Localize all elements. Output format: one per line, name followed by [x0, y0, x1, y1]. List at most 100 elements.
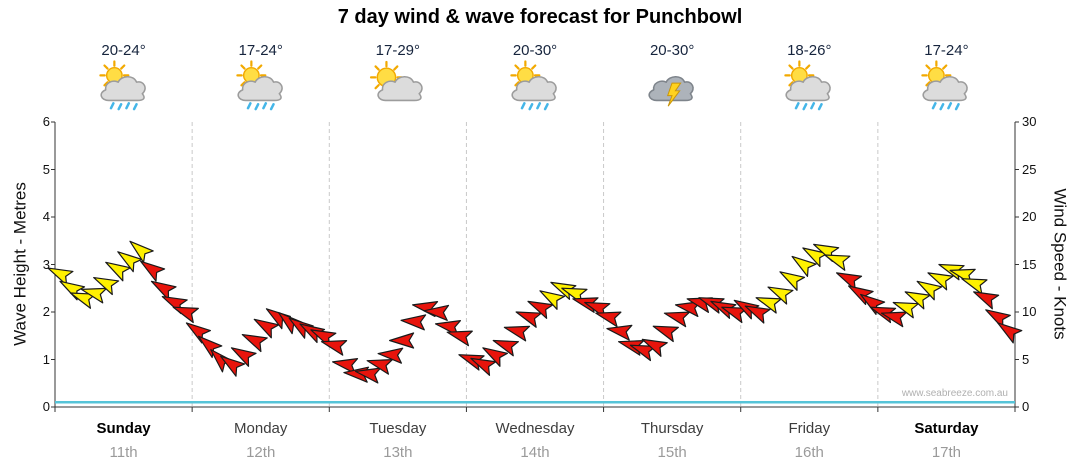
wind-arrow	[185, 322, 211, 344]
wind-arrow	[802, 247, 829, 268]
rain-drops	[932, 102, 961, 111]
wind-axis-tick-label: 0	[1022, 399, 1030, 414]
day-date-label: 13th	[383, 444, 413, 461]
page-title: 7 day wind & wave forecast for Punchbowl	[337, 6, 743, 28]
wave-axis-tick-label: 5	[42, 161, 50, 177]
weather-icon-slot	[467, 60, 603, 117]
rain-drops	[246, 102, 275, 111]
day-name-label: Saturday	[914, 420, 979, 437]
wind-arrow	[539, 290, 566, 310]
wind-arrow	[253, 318, 280, 339]
wind-arrow	[791, 255, 817, 277]
weather-icon-slot	[193, 60, 329, 117]
sun-cloud-icon	[369, 60, 423, 102]
sun-cloud-rain-icon	[921, 60, 969, 111]
wind-axis-title: Wind Speed - Knots	[1050, 188, 1070, 340]
weather-icon-slot	[741, 60, 877, 117]
temp-range-label: 17-24°	[924, 42, 969, 59]
wind-arrow	[744, 305, 771, 324]
wind-arrow	[277, 311, 303, 335]
weather-icon-slot	[56, 60, 192, 117]
weather-icon-slot	[878, 60, 1014, 117]
sun-cloud-rain-icon	[784, 60, 832, 111]
wind-arrow	[985, 309, 1011, 329]
cloud	[377, 75, 423, 102]
wind-arrow	[880, 311, 908, 328]
rain-drops	[109, 102, 138, 111]
wave-axis-tick-label: 4	[42, 209, 50, 224]
temp-range-label: 20-30°	[512, 42, 558, 59]
wind-axis-tick-label: 20	[1022, 209, 1037, 224]
wind-arrow	[482, 347, 509, 367]
wind-axis-tick-label: 25	[1022, 161, 1037, 177]
wind-arrow	[93, 276, 120, 296]
wind-arrow	[366, 359, 393, 375]
day-name-label: Monday	[234, 420, 288, 437]
wind-arrow	[320, 340, 348, 356]
wind-arrow	[904, 291, 931, 310]
wind-arrow	[400, 314, 427, 331]
wind-arrow	[927, 272, 954, 291]
wind-axis-tick-label: 30	[1022, 114, 1037, 129]
temp-range-label: 17-24°	[238, 42, 283, 59]
cloud	[237, 75, 283, 102]
wind-arrow	[446, 330, 473, 347]
wind-arrow	[220, 355, 246, 377]
cloud	[785, 75, 832, 102]
wind-arrow	[721, 306, 748, 324]
wind-arrow	[916, 280, 943, 301]
day-date-label: 14th	[520, 444, 550, 461]
wind-arrow	[836, 272, 863, 291]
wind-arrow	[767, 286, 794, 305]
lightning-bolt	[667, 82, 682, 107]
temp-range-label: 20-30°	[649, 42, 695, 59]
rain-drops	[795, 102, 824, 111]
wind-arrow	[470, 357, 497, 376]
wave-axis-tick-label: 6	[42, 114, 50, 129]
day-name-label: Friday	[788, 420, 831, 437]
sun-cloud-rain-icon	[98, 60, 146, 111]
wind-axis-tick-label: 5	[1022, 351, 1030, 367]
sun	[510, 60, 541, 91]
wind-arrow	[332, 358, 359, 375]
cloud	[99, 75, 146, 102]
wind-arrow	[973, 291, 1000, 310]
wind-arrow	[105, 261, 131, 282]
wave-axis-tick-label: 0	[42, 399, 50, 414]
storm-icon	[648, 75, 694, 107]
wind-arrow	[423, 304, 450, 321]
wind-arrow	[241, 333, 268, 353]
day-name-label: Sunday	[96, 420, 151, 437]
day-name-label: Tuesday	[369, 420, 427, 437]
day-date-label: 11th	[109, 444, 138, 461]
wind-arrow	[629, 344, 657, 362]
wind-arrow	[230, 347, 257, 367]
wind-arrow	[492, 339, 519, 357]
day-date-label: 15th	[657, 444, 687, 461]
wind-arrow	[69, 292, 97, 309]
wind-arrow	[892, 301, 919, 319]
wind-arrow	[824, 254, 851, 271]
wind-arrow	[129, 240, 154, 264]
wind-arrow	[197, 335, 223, 359]
wave-axis-tick-label: 2	[42, 304, 50, 319]
wind-arrow	[652, 325, 679, 343]
rain-drops	[520, 102, 549, 111]
wind-arrow	[641, 338, 668, 357]
sun-cloud-rain-icon	[236, 60, 283, 111]
sun-cloud-rain-icon	[510, 60, 557, 111]
wind-arrow	[117, 251, 143, 273]
watermark: www.seabreeze.com.au	[901, 388, 1008, 399]
day-name-label: Thursday	[640, 420, 704, 437]
wind-arrow	[515, 311, 542, 328]
temp-range-label: 17-29°	[375, 42, 421, 59]
wave-axis-tick-label: 3	[42, 256, 50, 272]
wind-arrow	[389, 332, 415, 349]
wind-arrow	[779, 271, 806, 291]
wind-arrow	[140, 260, 166, 282]
wind-arrow	[172, 306, 199, 324]
wind-arrow	[755, 297, 782, 314]
day-date-label: 12th	[246, 444, 276, 461]
